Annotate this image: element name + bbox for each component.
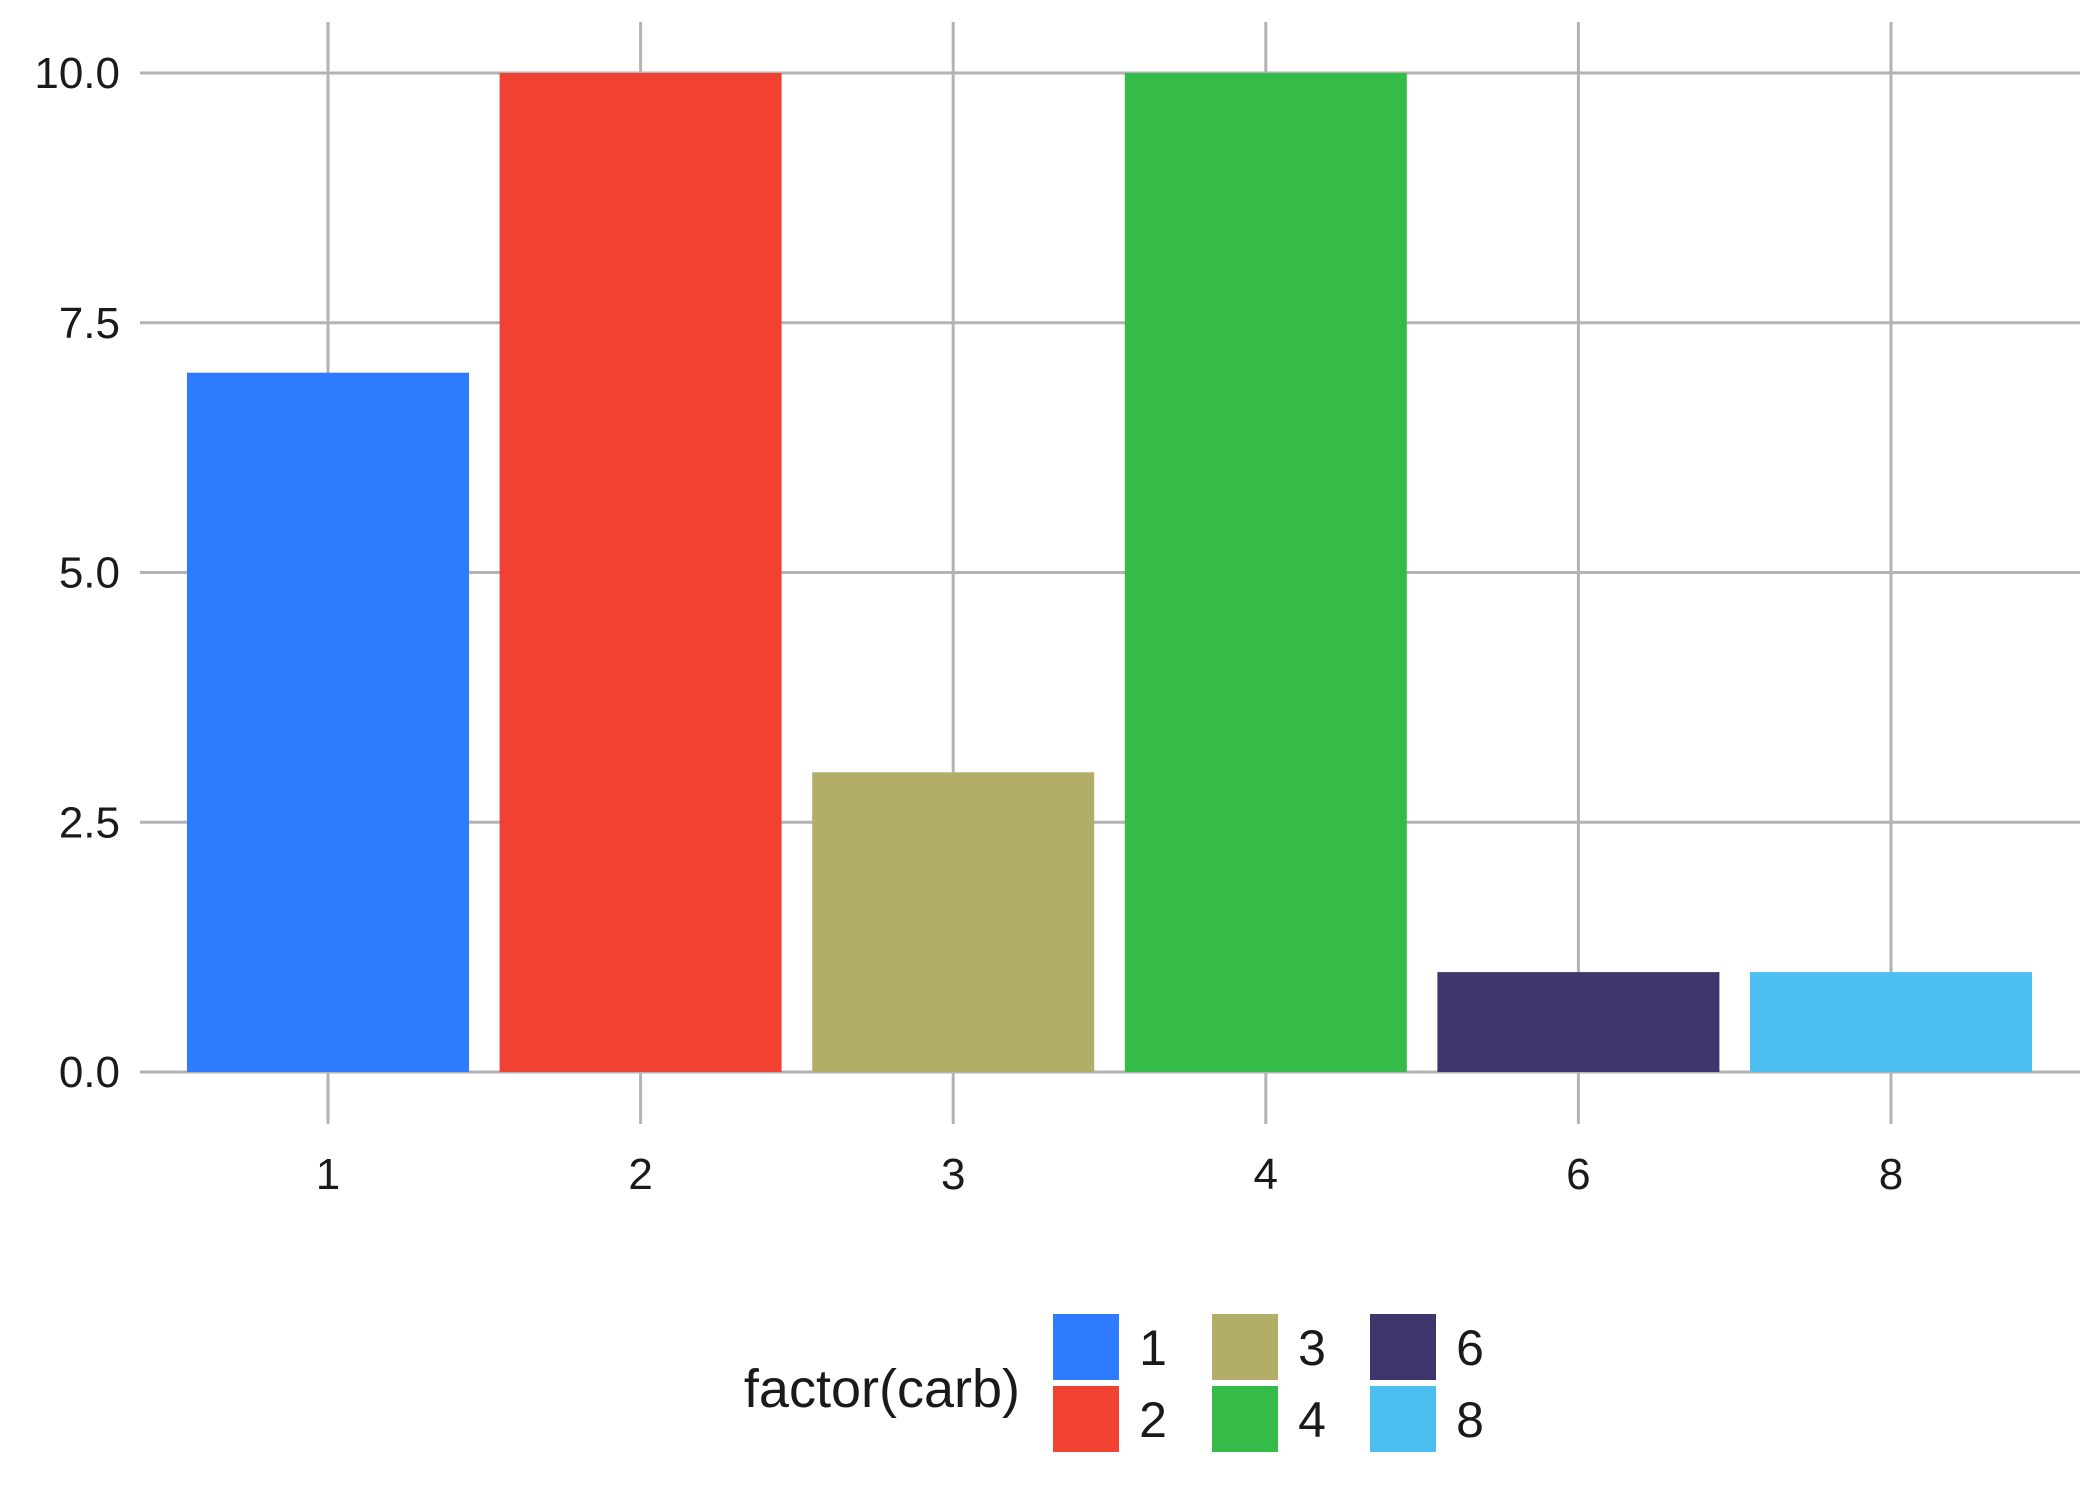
x-tick-label: 8 [1879, 1150, 1903, 1199]
bar-8 [1750, 972, 2032, 1072]
legend-label: 6 [1456, 1320, 1484, 1376]
y-tick-label: 5.0 [59, 549, 120, 598]
bar-1 [187, 372, 469, 1072]
legend-key-3 [1212, 1314, 1278, 1380]
bar-4 [1124, 73, 1407, 1072]
legend-key-1 [1053, 1314, 1119, 1380]
x-tick-label: 3 [941, 1150, 965, 1199]
x-tick-label: 2 [628, 1150, 652, 1199]
legend-label: 8 [1456, 1392, 1484, 1448]
legend-label: 4 [1298, 1392, 1326, 1448]
y-tick-label: 2.5 [59, 798, 120, 847]
legend-key-2 [1053, 1386, 1119, 1452]
legend-key-8 [1370, 1386, 1436, 1452]
bar-3 [812, 772, 1095, 1072]
axes: 0.0 2.5 5.0 7.5 10.0 1 2 3 4 6 8 [34, 49, 1903, 1199]
legend-key-4 [1212, 1386, 1278, 1452]
y-tick-label: 7.5 [59, 299, 120, 348]
y-tick-label: 10.0 [34, 49, 120, 98]
legend-label: 3 [1298, 1320, 1326, 1376]
y-tick-label: 0.0 [59, 1048, 120, 1097]
bar-6 [1437, 972, 1720, 1072]
x-tick-label: 4 [1254, 1150, 1278, 1199]
legend-key-6 [1370, 1314, 1436, 1380]
x-tick-label: 6 [1566, 1150, 1590, 1199]
legend-label: 2 [1139, 1392, 1167, 1448]
x-tick-label: 1 [316, 1150, 340, 1199]
bars [187, 73, 2032, 1072]
legend-title: factor(carb) [744, 1359, 1020, 1419]
legend: factor(carb) 1 2 3 4 6 8 [744, 1314, 1484, 1452]
bar-2 [499, 73, 782, 1072]
legend-label: 1 [1139, 1320, 1167, 1376]
